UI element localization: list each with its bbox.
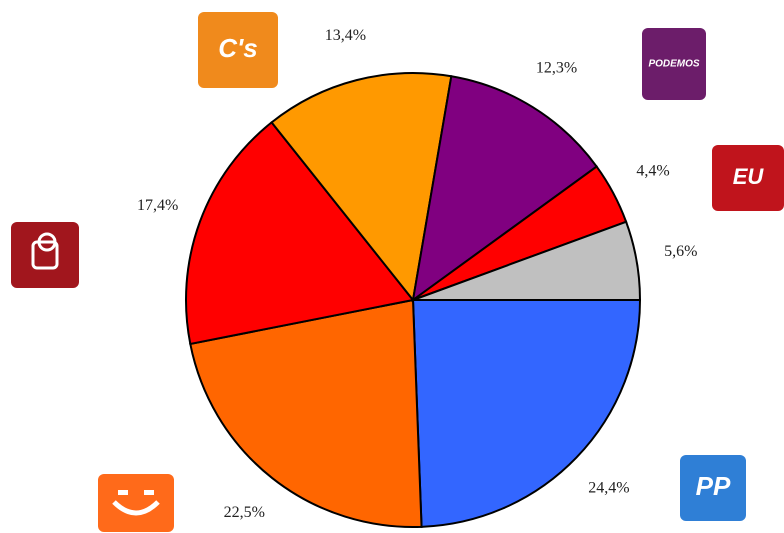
- party-logo: PP: [680, 455, 746, 521]
- logo-background: [642, 28, 706, 100]
- pie-slice: [189, 298, 423, 528]
- value-label: 24,4%: [588, 479, 629, 496]
- pie-slice: [270, 72, 453, 303]
- value-label: 12,3%: [536, 60, 577, 77]
- logo-background: [712, 145, 784, 211]
- pie-slice: [185, 120, 415, 346]
- pie-slice: [411, 75, 599, 303]
- logo-text: PP: [696, 471, 731, 501]
- value-label: 4,4%: [636, 163, 669, 180]
- logo-background: [198, 12, 278, 88]
- logo-background: [98, 474, 174, 532]
- logo-eye: [144, 490, 154, 495]
- logo-eye: [118, 490, 128, 495]
- logo-background: [11, 222, 79, 288]
- pie-slice: [412, 220, 642, 301]
- party-logo: [11, 222, 79, 288]
- party-logo: EU: [712, 145, 784, 211]
- value-label: 22,5%: [224, 504, 265, 521]
- logo-background: [680, 455, 746, 521]
- party-logo: PODEMOS: [642, 28, 706, 100]
- pie-slice: [411, 299, 642, 528]
- value-label: 5,6%: [664, 243, 697, 260]
- logo-fist: [31, 240, 59, 270]
- value-label: 13,4%: [325, 27, 366, 44]
- party-logo: [98, 474, 174, 532]
- logo-smile: [112, 500, 160, 516]
- value-label: 17,4%: [137, 197, 178, 214]
- logo-rose: [37, 232, 57, 252]
- logo-text: PODEMOS: [648, 59, 699, 70]
- party-logo: C's: [198, 12, 278, 88]
- logo-text: C's: [218, 33, 257, 63]
- logo-text: EU: [733, 164, 765, 189]
